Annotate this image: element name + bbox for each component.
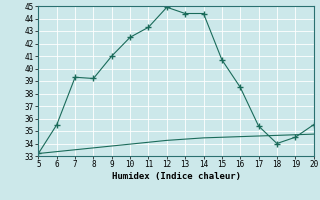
X-axis label: Humidex (Indice chaleur): Humidex (Indice chaleur) (111, 172, 241, 181)
